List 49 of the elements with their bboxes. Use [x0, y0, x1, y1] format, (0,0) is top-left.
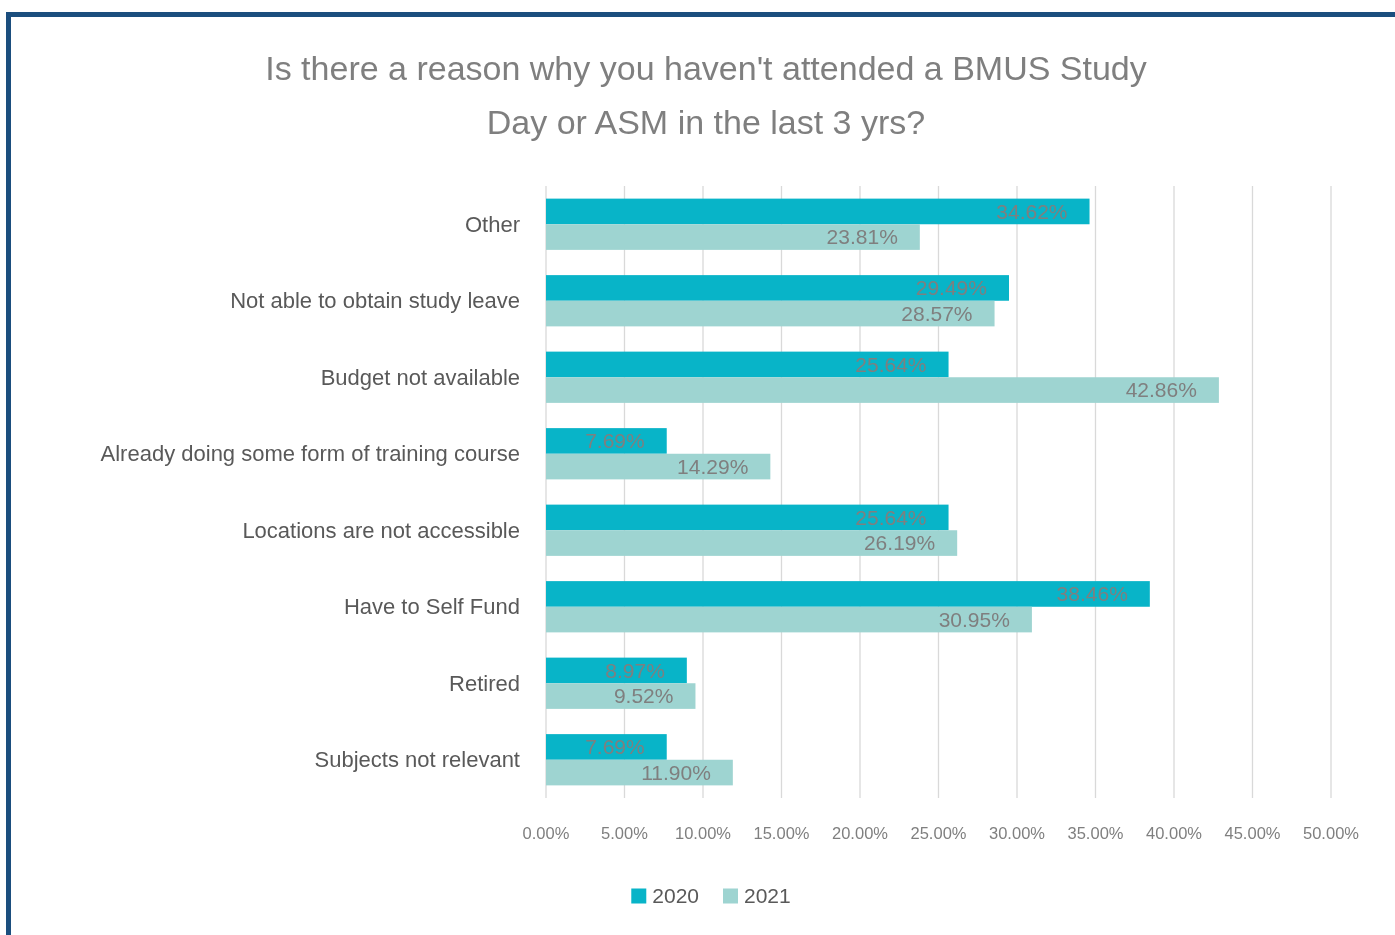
x-tick-label: 30.00%: [989, 824, 1046, 842]
data-label: 8.97%: [605, 658, 665, 682]
data-label: 25.64%: [855, 352, 927, 376]
bar: [546, 581, 1150, 607]
y-tick-label: Other: [464, 211, 520, 237]
bar: [546, 198, 1090, 225]
data-label: 42.86%: [1125, 378, 1197, 402]
bar: [546, 351, 949, 378]
y-tick-label: Locations are not accessible: [242, 517, 520, 543]
data-label: 30.95%: [938, 607, 1010, 631]
x-tick-label: 0.00%: [522, 824, 570, 842]
x-tick-label: 5.00%: [601, 824, 649, 842]
legend-label: 2020: [652, 884, 699, 908]
legend-label: 2021: [744, 884, 791, 908]
data-label: 28.57%: [901, 301, 973, 325]
x-tick-label: 40.00%: [1146, 824, 1203, 842]
bar: [546, 606, 1032, 633]
data-label: 29.49%: [915, 276, 987, 300]
bar: [546, 377, 1219, 403]
y-tick-label: Budget not available: [320, 364, 520, 390]
x-tick-label: 15.00%: [753, 824, 810, 842]
data-label: 38.46%: [1056, 582, 1128, 606]
bar: [546, 224, 920, 250]
bar: [546, 275, 1009, 301]
data-label: 23.81%: [826, 225, 898, 249]
y-tick-label: Have to Self Fund: [343, 594, 520, 620]
y-tick-label: Not able to obtain study leave: [230, 288, 520, 314]
x-tick-label: 25.00%: [910, 824, 967, 842]
x-tick-label: 50.00%: [1303, 824, 1360, 842]
bar: [546, 504, 949, 531]
x-tick-label: 45.00%: [1224, 824, 1281, 842]
data-label: 7.69%: [585, 429, 645, 453]
x-tick-label: 35.00%: [1067, 824, 1124, 842]
x-tick-label: 10.00%: [675, 824, 732, 842]
data-label: 34.62%: [996, 199, 1068, 223]
bar: [546, 530, 958, 556]
data-label: 14.29%: [677, 454, 749, 478]
data-label: 9.52%: [613, 684, 674, 708]
data-label: 25.64%: [855, 505, 927, 529]
chart-title: Is there a reason why you haven't attended a BMUS Study Day or ASM in the last 3 yrs?: [265, 49, 1147, 141]
data-label: 11.90%: [641, 760, 711, 784]
y-tick-label: Already doing some form of training course: [100, 441, 520, 467]
y-tick-label: Subjects not relevant: [314, 747, 520, 773]
data-label: 7.69%: [585, 735, 645, 759]
bar: [546, 300, 995, 327]
data-label: 26.19%: [863, 531, 936, 555]
y-tick-label: Retired: [449, 670, 520, 696]
bar: [546, 683, 696, 709]
x-tick-label: 20.00%: [832, 824, 889, 842]
